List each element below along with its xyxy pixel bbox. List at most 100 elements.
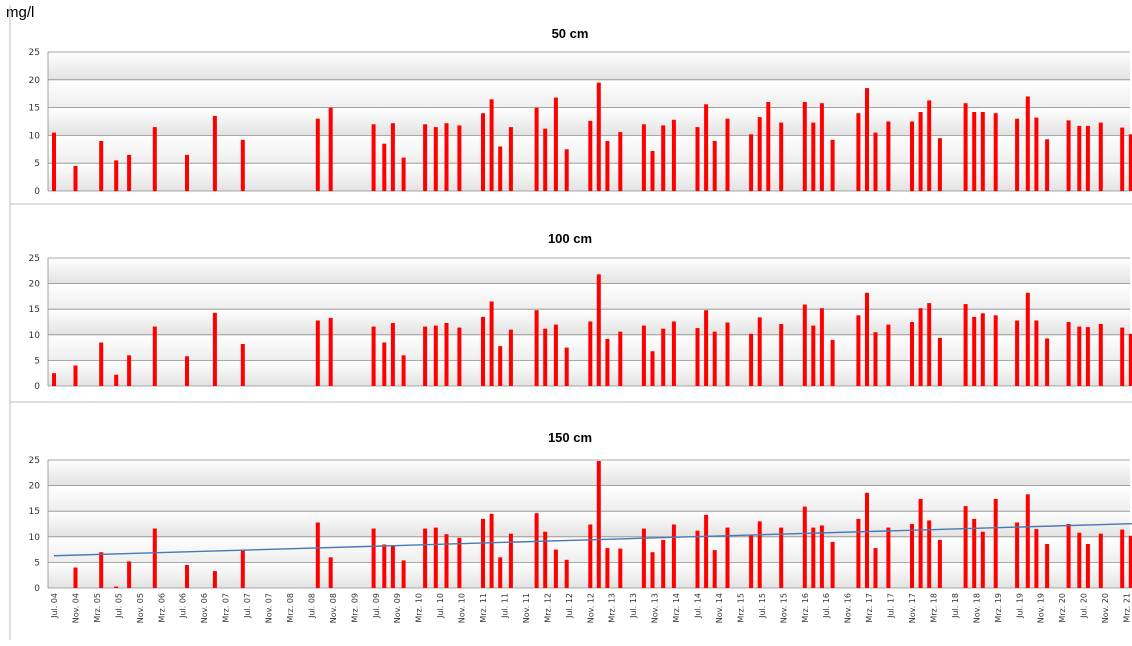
- x-tick-label: Jul. 05: [114, 593, 123, 619]
- plot-band: [48, 283, 1130, 310]
- x-tick-label: Jul. 20: [1080, 593, 1089, 619]
- bar: [650, 552, 655, 588]
- bar: [671, 119, 676, 191]
- panel-title: 100 cm: [548, 231, 592, 246]
- panel-150-cm: 0 5 10 15 20 25 150 cm: [29, 430, 1132, 594]
- bar: [802, 102, 807, 191]
- x-tick-label: Mrz. 09: [350, 593, 359, 623]
- y-tick-label: 5: [34, 558, 40, 568]
- bar: [963, 506, 968, 588]
- bar: [596, 461, 601, 588]
- bar: [114, 374, 119, 386]
- bar: [1015, 320, 1020, 386]
- bar: [99, 552, 104, 588]
- bar: [212, 312, 217, 386]
- bar: [725, 527, 730, 588]
- bar: [819, 308, 824, 386]
- y-tick-label: 10: [29, 533, 41, 543]
- bar: [212, 115, 217, 191]
- bar: [811, 325, 816, 386]
- bar: [980, 531, 985, 588]
- bar: [401, 560, 406, 588]
- x-tick-label: Nov. 05: [136, 593, 145, 623]
- bar: [1034, 117, 1039, 191]
- bar: [152, 528, 157, 588]
- bar: [1085, 544, 1090, 588]
- bar: [1045, 544, 1050, 588]
- bar: [927, 520, 932, 588]
- y-tick-label: 25: [29, 254, 40, 264]
- bar: [534, 513, 539, 588]
- bar: [564, 559, 569, 588]
- bar: [73, 567, 78, 588]
- bar: [811, 122, 816, 191]
- y-tick-label: 20: [29, 280, 41, 290]
- bar: [152, 127, 157, 191]
- bar: [1098, 324, 1103, 386]
- x-tick-label: Nov. 07: [265, 593, 274, 623]
- x-tick-label: Jul. 04: [50, 593, 59, 619]
- bar: [1120, 529, 1125, 588]
- bar: [52, 373, 56, 386]
- y-tick-label: 15: [29, 104, 40, 114]
- x-tick-label: Mrz. 18: [929, 593, 938, 623]
- bar: [99, 342, 104, 386]
- bar: [390, 123, 395, 191]
- bar: [371, 528, 376, 588]
- bar: [1085, 327, 1090, 386]
- bar: [980, 112, 985, 191]
- bar: [588, 321, 593, 386]
- bar: [423, 528, 428, 588]
- bar: [972, 316, 977, 386]
- bar: [152, 326, 157, 386]
- bar: [1066, 524, 1071, 588]
- bar: [240, 549, 245, 588]
- bar: [704, 310, 709, 386]
- bar: [240, 344, 245, 386]
- bar: [972, 112, 977, 191]
- x-tick-label: Jul. 14: [694, 593, 703, 619]
- bar: [1077, 125, 1082, 191]
- x-tick-label: Mrz. 06: [157, 593, 166, 623]
- bar: [757, 117, 762, 191]
- bar: [185, 356, 189, 386]
- x-tick-label: Jul. 09: [372, 593, 381, 619]
- y-tick-label: 0: [34, 382, 40, 392]
- x-tick-label: Nov. 10: [458, 593, 467, 623]
- bar: [993, 498, 998, 588]
- x-tick-label: Nov. 11: [522, 593, 531, 623]
- bar: [779, 324, 784, 386]
- bar: [489, 513, 494, 588]
- bar: [927, 100, 932, 191]
- x-tick-label: Mrz. 14: [672, 593, 681, 623]
- bar: [963, 103, 968, 191]
- bar: [489, 301, 494, 386]
- bar: [937, 337, 942, 386]
- bar: [390, 323, 395, 386]
- x-tick-label: Nov. 16: [844, 593, 853, 623]
- bar: [641, 124, 646, 191]
- x-tick-label: Mrz. 17: [865, 593, 874, 623]
- bar: [1066, 322, 1071, 386]
- bar: [972, 518, 977, 588]
- bar: [779, 122, 784, 191]
- bar: [457, 125, 462, 191]
- bar: [757, 521, 762, 588]
- bar: [481, 518, 485, 588]
- bar: [618, 331, 623, 386]
- x-tick-label: Nov. 09: [393, 593, 402, 623]
- bar: [910, 121, 914, 191]
- bar: [73, 166, 78, 191]
- bar: [371, 326, 376, 386]
- bar: [127, 154, 132, 191]
- x-tick-label: Mrz. 19: [994, 593, 1003, 623]
- x-tick-label: Nov. 18: [972, 593, 981, 623]
- bar: [873, 332, 878, 386]
- panel-100-cm: 0 5 10 15 20 25 100 cm: [29, 231, 1132, 392]
- bar: [830, 339, 835, 386]
- bar: [114, 160, 119, 191]
- bar: [564, 149, 569, 191]
- x-tick-label: Mrz. 07: [222, 593, 231, 623]
- plot-band: [48, 52, 1130, 80]
- bar: [830, 541, 835, 588]
